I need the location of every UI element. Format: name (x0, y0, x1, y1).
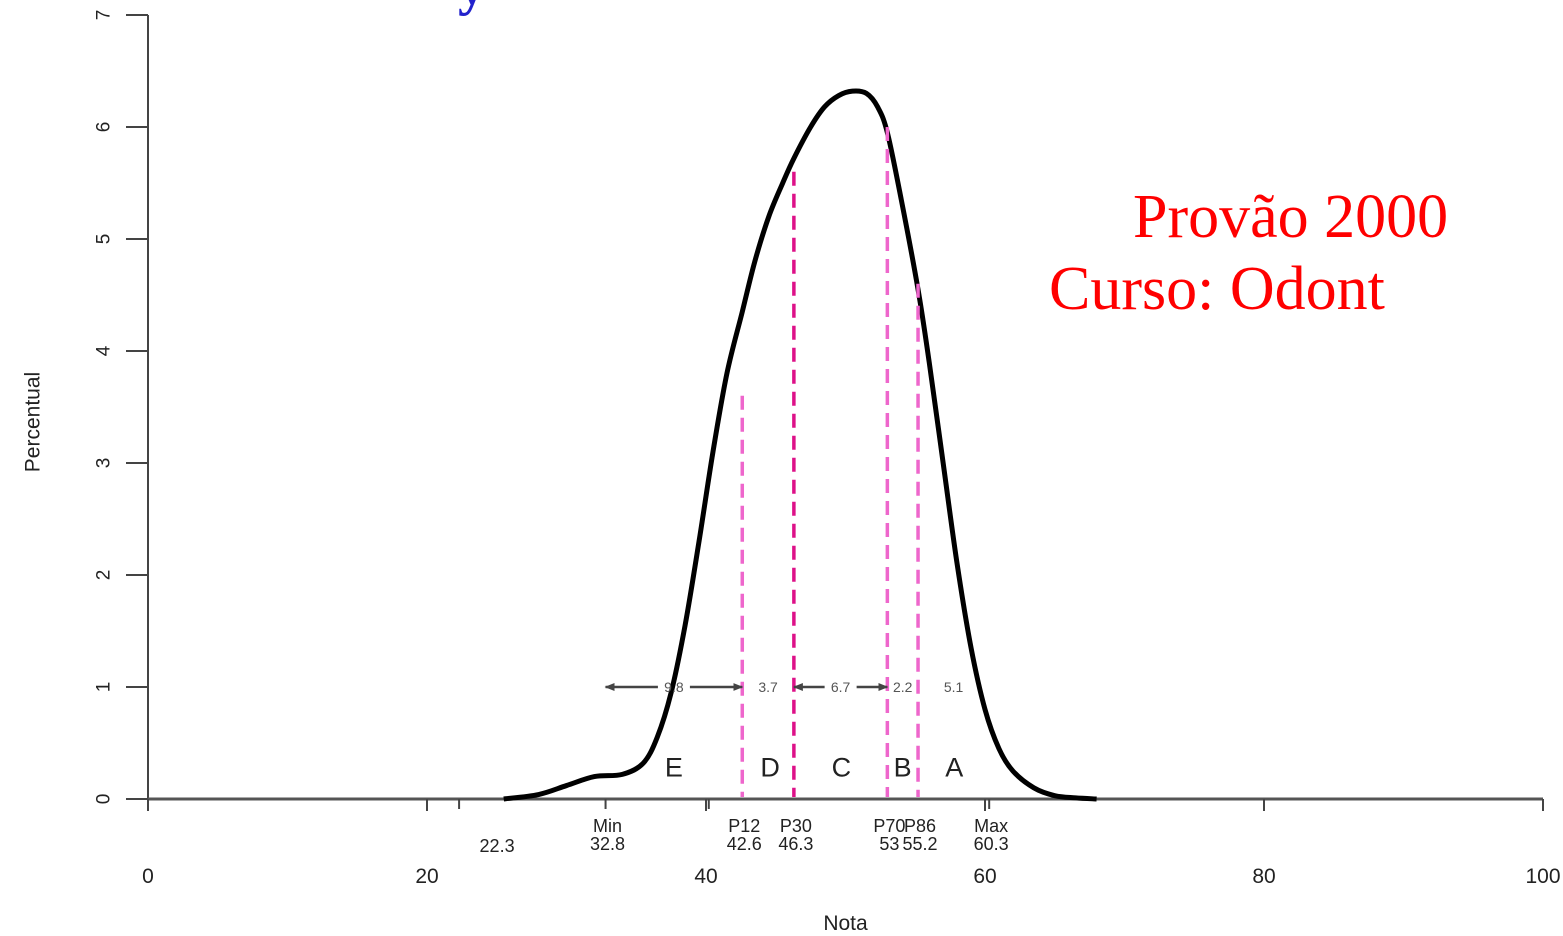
chart-marks (503, 88, 1097, 802)
interval-label: 3.7 (758, 679, 778, 695)
title-fragment: y (458, 0, 486, 14)
bottom-mark-label: Max (974, 816, 1008, 836)
x-tick-label: 100 (1525, 865, 1560, 888)
y-tick-label: 7 (94, 10, 115, 21)
bottom-mark-label: Min (593, 816, 622, 836)
annotation-provao: Provão 2000 (1133, 183, 1449, 251)
grade-label-a: A (945, 753, 963, 783)
interval-label: 2.2 (893, 679, 913, 695)
percentile-value: 46.3 (778, 834, 813, 854)
percentile-label: P12 (728, 816, 760, 836)
y-tick-label: 2 (94, 570, 115, 581)
interval-label: 9.8 (664, 679, 684, 695)
y-tick-label: 0 (94, 794, 115, 805)
x-tick-label: 80 (1252, 865, 1275, 888)
annotation-curso: Curso: Odont (1049, 255, 1385, 323)
interval-label: 6.7 (831, 679, 851, 695)
percentile-label: P86 (904, 816, 936, 836)
interval-label: 5.1 (944, 679, 964, 695)
percentile-value: 42.6 (727, 834, 762, 854)
y-tick-label: 5 (94, 234, 115, 245)
y-tick-label: 4 (94, 345, 115, 356)
density-curve (503, 88, 1097, 802)
percentile-value: 55.2 (903, 834, 938, 854)
grade-label-c: C (832, 753, 852, 783)
grade-label-e: E (665, 753, 683, 783)
x-axis-title: Nota (823, 912, 868, 935)
percentile-label: P30 (780, 816, 812, 836)
grade-label-b: B (894, 753, 912, 783)
bottom-mark-value: 32.8 (590, 834, 625, 854)
bottom-mark-value: 22.3 (480, 836, 515, 856)
y-tick-label: 6 (94, 122, 115, 133)
axes: 0 1 2 3 4 5 6 7 0 20 40 60 80 100 (94, 10, 1561, 888)
y-axis-title: Percentual (22, 372, 45, 472)
grade-label-d: D (760, 753, 780, 783)
x-tick-label: 40 (694, 865, 717, 888)
percentile-value: 53 (879, 834, 899, 854)
x-tick-label: 60 (973, 865, 996, 888)
percentile-label: P70 (873, 816, 905, 836)
x-tick-label: 20 (415, 865, 438, 888)
y-tick-label: 1 (94, 682, 115, 693)
x-tick-label: 0 (142, 865, 154, 888)
bottom-mark-value: 60.3 (974, 834, 1009, 854)
y-tick-label: 3 (94, 458, 115, 469)
